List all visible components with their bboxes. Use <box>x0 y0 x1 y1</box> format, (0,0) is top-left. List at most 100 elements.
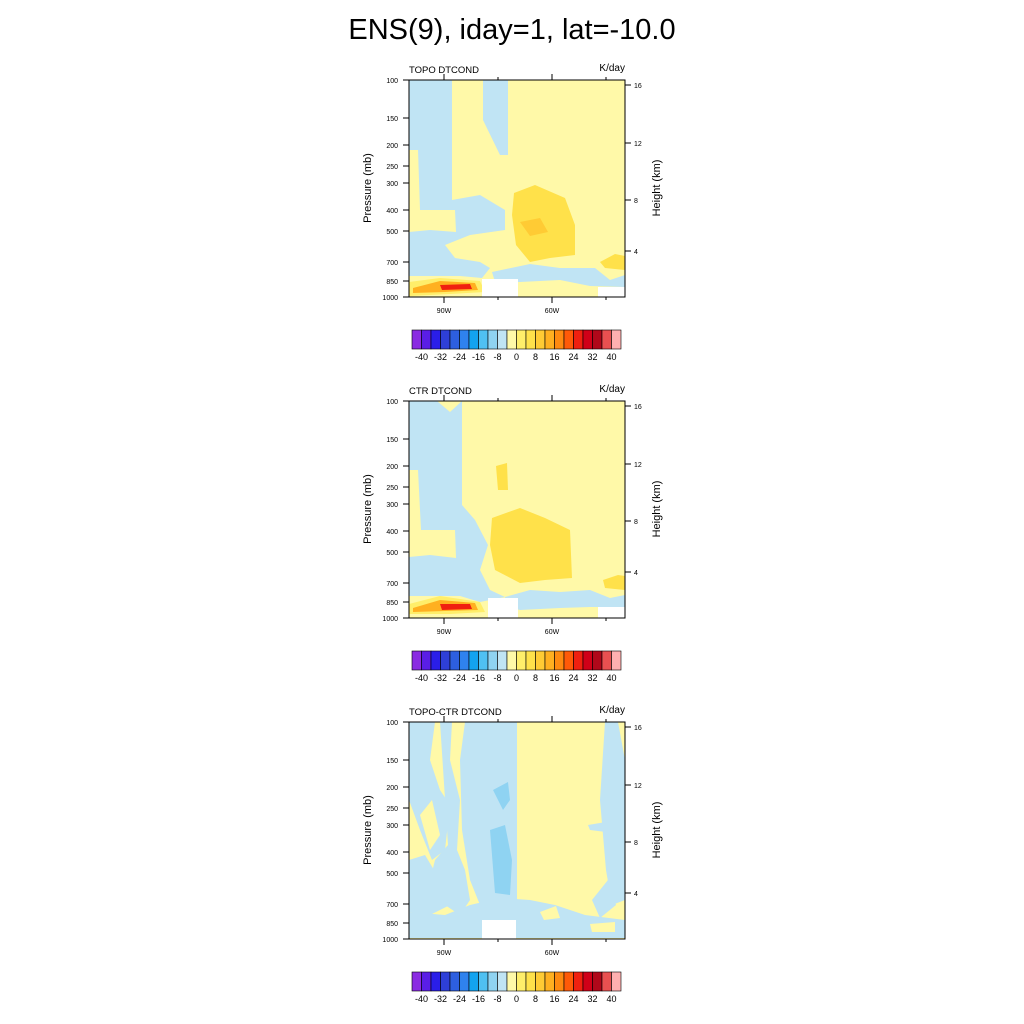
colorbar-swatch <box>601 650 612 671</box>
colorbar-swatch <box>497 650 508 671</box>
colorbar-swatch <box>544 329 555 350</box>
colorbar-label: -8 <box>493 994 501 1004</box>
colorbar-swatch <box>535 650 546 671</box>
missing-below-surface <box>482 920 516 939</box>
colorbar-label: -40 <box>415 994 428 1004</box>
colorbar-swatch <box>459 329 470 350</box>
colorbar-label: -8 <box>493 352 501 362</box>
svg-text:4: 4 <box>634 249 638 256</box>
colorbar-swatch <box>573 329 584 350</box>
colorbar-label: 0 <box>514 673 519 683</box>
plot-area <box>408 721 626 940</box>
colorbar: -40 -32 -24 -16 -8 0 8 16 24 32 40 <box>411 971 622 1004</box>
colorbar-swatch <box>516 650 527 671</box>
colorbar-swatch <box>468 329 479 350</box>
colorbar-label: 40 <box>606 994 616 1004</box>
x-tick-label: 90W <box>437 629 452 636</box>
contour-bl-red <box>440 284 472 290</box>
colorbar-swatch <box>411 329 422 350</box>
missing-below-surface <box>488 598 518 618</box>
colorbar-swatch <box>478 329 489 350</box>
contour-cool-lowband <box>409 898 625 938</box>
colorbar-label: -40 <box>415 673 428 683</box>
colorbar-swatch <box>563 971 574 992</box>
colorbar-swatch <box>525 971 536 992</box>
contour-heat-small <box>496 463 508 490</box>
colorbar-swatch <box>411 971 422 992</box>
x-tick-label: 60W <box>545 308 560 315</box>
colorbar-swatch <box>573 650 584 671</box>
colorbar: -40 -32 -24 -16 -8 0 8 16 24 32 40 <box>411 650 622 683</box>
panel-ctr: CTR DTCOND K/day 90W 60W 100 150 200 250… <box>362 384 663 683</box>
colorbar-swatch <box>506 329 517 350</box>
colorbar-swatch <box>506 971 517 992</box>
svg-text:700: 700 <box>386 260 398 267</box>
colorbar-swatch <box>525 329 536 350</box>
colorbar-swatch <box>449 971 460 992</box>
svg-text:500: 500 <box>386 229 398 236</box>
svg-text:300: 300 <box>386 823 398 830</box>
contour-cool-west-b <box>430 722 470 915</box>
svg-text:150: 150 <box>386 758 398 765</box>
plot-frame <box>408 400 626 619</box>
contour-heat-right <box>600 254 625 270</box>
height-ticks: 16 12 8 4 <box>625 83 642 256</box>
units-label: K/day <box>599 705 625 716</box>
svg-text:100: 100 <box>386 78 398 85</box>
colorbar-label: -16 <box>472 994 485 1004</box>
colorbar-label: -24 <box>453 352 466 362</box>
colorbar-swatch <box>478 971 489 992</box>
colorbar-label: 32 <box>587 352 597 362</box>
svg-text:850: 850 <box>386 921 398 928</box>
svg-text:700: 700 <box>386 581 398 588</box>
colorbar-label: 24 <box>568 673 578 683</box>
colorbar-swatch <box>421 650 432 671</box>
height-ticks: 16 12 8 4 <box>625 725 642 898</box>
svg-text:850: 850 <box>386 600 398 607</box>
colorbar-swatch <box>554 971 565 992</box>
contour-warm-inset <box>409 150 456 232</box>
bottom-ticks <box>443 618 607 624</box>
colorbar-swatch <box>421 329 432 350</box>
colorbar-swatch <box>592 650 603 671</box>
colorbar-swatch <box>525 650 536 671</box>
colorbar-label: -24 <box>453 673 466 683</box>
contour-heat-core <box>512 185 575 262</box>
colorbar: -40 -32 -24 -16 -8 0 8 16 24 32 40 <box>411 329 622 362</box>
svg-text:200: 200 <box>386 785 398 792</box>
panel-title: TOPO-CTR DTCOND <box>409 707 502 718</box>
svg-text:16: 16 <box>634 725 642 732</box>
svg-text:1000: 1000 <box>382 616 398 623</box>
colorbar-swatch <box>535 329 546 350</box>
contour-bl-red <box>440 604 472 610</box>
colorbar-swatch <box>497 329 508 350</box>
missing-below-surface <box>482 279 518 297</box>
colorbar-swatch <box>459 971 470 992</box>
panel-topo: TOPO DTCOND K/day 90W 60W 100 150 200 25… <box>362 63 663 362</box>
colorbar-swatch <box>611 971 622 992</box>
colorbar-label: 16 <box>549 673 559 683</box>
colorbar-swatch <box>592 971 603 992</box>
colorbar-swatch <box>582 329 593 350</box>
svg-text:12: 12 <box>634 141 642 148</box>
svg-text:200: 200 <box>386 464 398 471</box>
colorbar-swatch <box>440 650 451 671</box>
contour-cool-lowband <box>505 590 625 610</box>
colorbar-label: 16 <box>549 994 559 1004</box>
y2-axis-label: Height (km) <box>651 802 663 859</box>
colorbar-swatch <box>411 650 422 671</box>
svg-text:1000: 1000 <box>382 295 398 302</box>
y-axis-label: Pressure (mb) <box>362 153 374 223</box>
colorbar-swatch <box>440 971 451 992</box>
x-tick-label: 60W <box>545 950 560 957</box>
contour-cool-east <box>600 722 625 905</box>
panel-title: CTR DTCOND <box>409 386 472 397</box>
colorbar-label: 8 <box>533 673 538 683</box>
plot-area <box>408 400 626 619</box>
top-ticks <box>443 74 607 80</box>
contour-cool-lowband <box>492 264 625 287</box>
colorbar-swatch <box>601 971 612 992</box>
svg-text:400: 400 <box>386 208 398 215</box>
colorbar-swatch <box>563 329 574 350</box>
svg-text:1000: 1000 <box>382 937 398 944</box>
